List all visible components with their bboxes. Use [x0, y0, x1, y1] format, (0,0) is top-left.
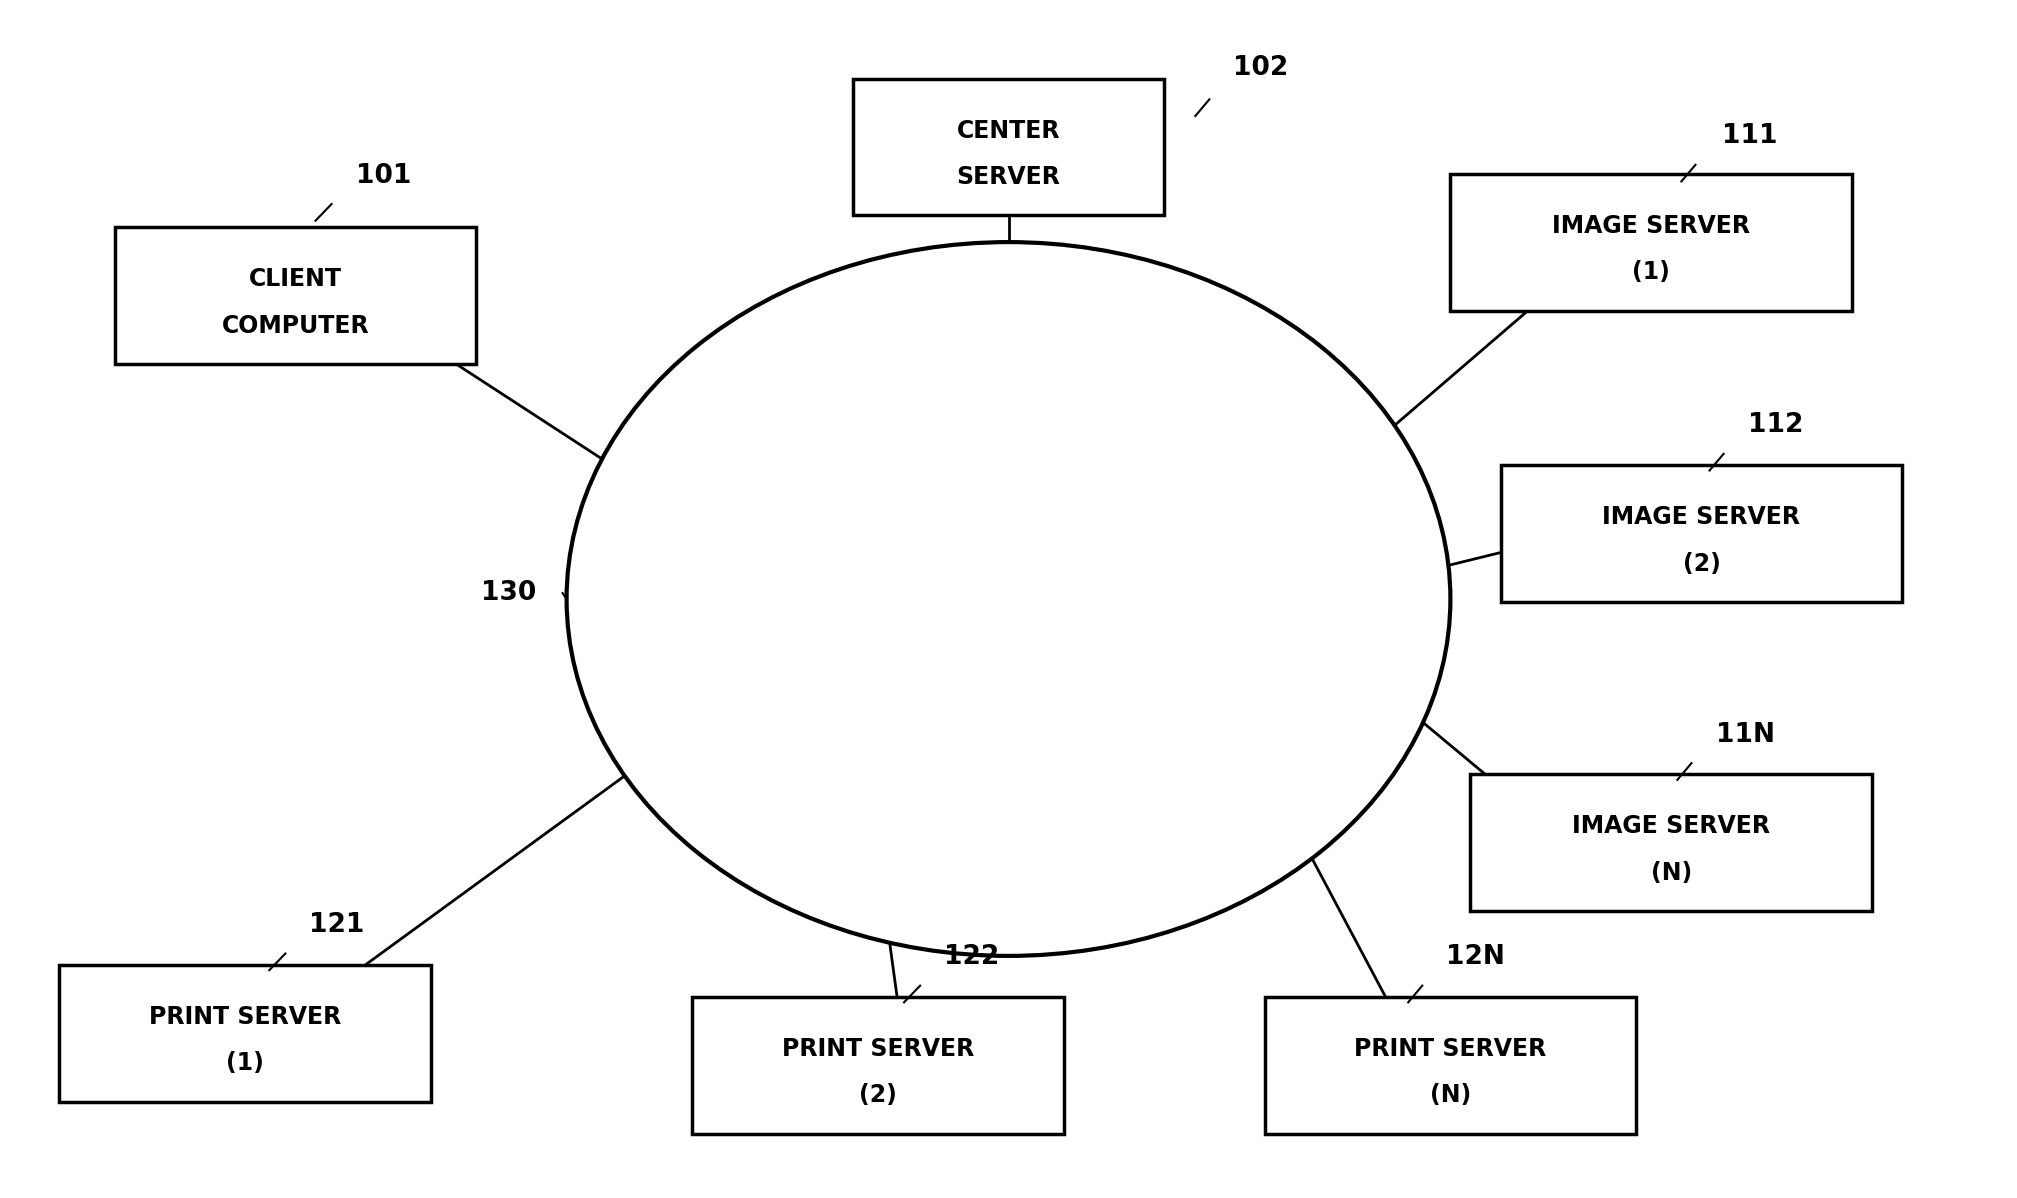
Text: (N): (N)	[1430, 1083, 1470, 1107]
Text: IMAGE SERVER: IMAGE SERVER	[1553, 213, 1751, 237]
Text: (2): (2)	[859, 1083, 898, 1107]
Bar	[58, 964, 432, 1102]
Text: 111: 111	[1723, 123, 1777, 150]
Text: IMAGE SERVER: IMAGE SERVER	[1573, 815, 1771, 839]
Text: (2): (2)	[1682, 551, 1721, 576]
Text: 122: 122	[944, 944, 1000, 970]
Text: SERVER: SERVER	[956, 165, 1061, 189]
Text: 121: 121	[309, 912, 365, 938]
Text: CLIENT: CLIENT	[248, 267, 343, 291]
Text: CENTER: CENTER	[956, 119, 1061, 143]
Text: IMAGE SERVER: IMAGE SERVER	[1601, 506, 1801, 530]
Text: 130: 130	[482, 580, 537, 606]
Text: 101: 101	[355, 163, 411, 188]
Text: PRINT SERVER: PRINT SERVER	[149, 1005, 341, 1029]
Bar	[1450, 174, 1852, 310]
Bar	[115, 228, 476, 364]
Bar	[853, 79, 1164, 216]
Bar	[1501, 465, 1902, 601]
Text: 102: 102	[1234, 55, 1289, 81]
Bar	[1470, 774, 1872, 912]
Bar	[1265, 997, 1636, 1133]
Text: 11N: 11N	[1716, 721, 1775, 748]
Text: PRINT SERVER: PRINT SERVER	[783, 1037, 974, 1061]
Text: (1): (1)	[1632, 260, 1670, 284]
Bar	[692, 997, 1063, 1133]
Text: COMPUTER: COMPUTER	[222, 314, 369, 338]
Text: (N): (N)	[1650, 861, 1692, 885]
Text: (1): (1)	[226, 1052, 264, 1076]
Text: 12N: 12N	[1446, 944, 1505, 970]
Text: 112: 112	[1747, 412, 1803, 438]
Text: PRINT SERVER: PRINT SERVER	[1353, 1037, 1547, 1061]
